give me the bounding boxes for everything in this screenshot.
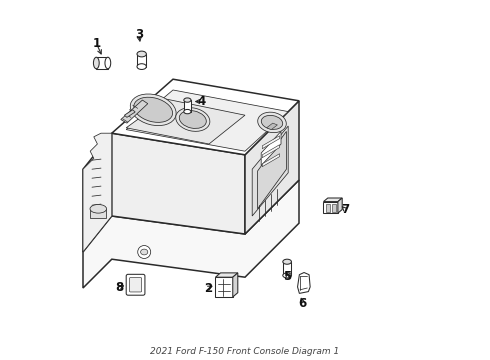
Text: 8: 8 <box>116 281 124 294</box>
Polygon shape <box>137 54 147 67</box>
Polygon shape <box>83 180 299 288</box>
Ellipse shape <box>283 259 292 264</box>
Polygon shape <box>216 277 233 297</box>
Text: 5: 5 <box>283 270 292 283</box>
Polygon shape <box>332 204 337 212</box>
Polygon shape <box>233 273 238 297</box>
Polygon shape <box>83 133 112 252</box>
Text: 4: 4 <box>197 95 205 108</box>
Polygon shape <box>83 133 112 252</box>
Text: 2: 2 <box>204 282 212 294</box>
Polygon shape <box>126 90 288 151</box>
Polygon shape <box>252 126 288 216</box>
Polygon shape <box>97 57 108 69</box>
Polygon shape <box>283 262 292 275</box>
Ellipse shape <box>90 204 107 213</box>
Polygon shape <box>323 202 338 213</box>
FancyBboxPatch shape <box>126 274 145 295</box>
Polygon shape <box>112 79 299 155</box>
Polygon shape <box>323 198 342 202</box>
Circle shape <box>138 246 151 258</box>
Ellipse shape <box>94 57 99 69</box>
Ellipse shape <box>130 94 176 126</box>
Polygon shape <box>184 100 191 112</box>
Text: 2021 Ford F-150 Front Console Diagram 1: 2021 Ford F-150 Front Console Diagram 1 <box>150 346 340 356</box>
Ellipse shape <box>141 249 148 255</box>
Polygon shape <box>216 273 238 277</box>
Polygon shape <box>258 131 286 209</box>
Polygon shape <box>262 136 280 149</box>
Polygon shape <box>245 101 299 234</box>
Polygon shape <box>262 154 280 167</box>
Ellipse shape <box>134 97 172 122</box>
Polygon shape <box>267 123 277 130</box>
Polygon shape <box>326 204 330 212</box>
Polygon shape <box>297 273 310 293</box>
Polygon shape <box>261 131 281 166</box>
Ellipse shape <box>184 98 191 102</box>
Ellipse shape <box>184 109 191 114</box>
FancyBboxPatch shape <box>129 278 142 292</box>
Ellipse shape <box>179 111 206 129</box>
Ellipse shape <box>258 112 286 132</box>
Text: 1: 1 <box>93 37 101 50</box>
Text: 6: 6 <box>298 297 307 310</box>
Polygon shape <box>112 133 245 234</box>
Ellipse shape <box>283 273 292 278</box>
Ellipse shape <box>137 64 147 69</box>
Ellipse shape <box>105 57 111 69</box>
Ellipse shape <box>261 116 283 129</box>
Text: 3: 3 <box>135 28 143 41</box>
Ellipse shape <box>176 108 210 131</box>
Polygon shape <box>338 198 342 213</box>
Ellipse shape <box>137 51 147 57</box>
Polygon shape <box>121 100 148 123</box>
Polygon shape <box>90 209 106 218</box>
Polygon shape <box>124 110 135 117</box>
Text: 7: 7 <box>341 203 349 216</box>
Polygon shape <box>126 99 245 144</box>
Polygon shape <box>262 145 280 158</box>
